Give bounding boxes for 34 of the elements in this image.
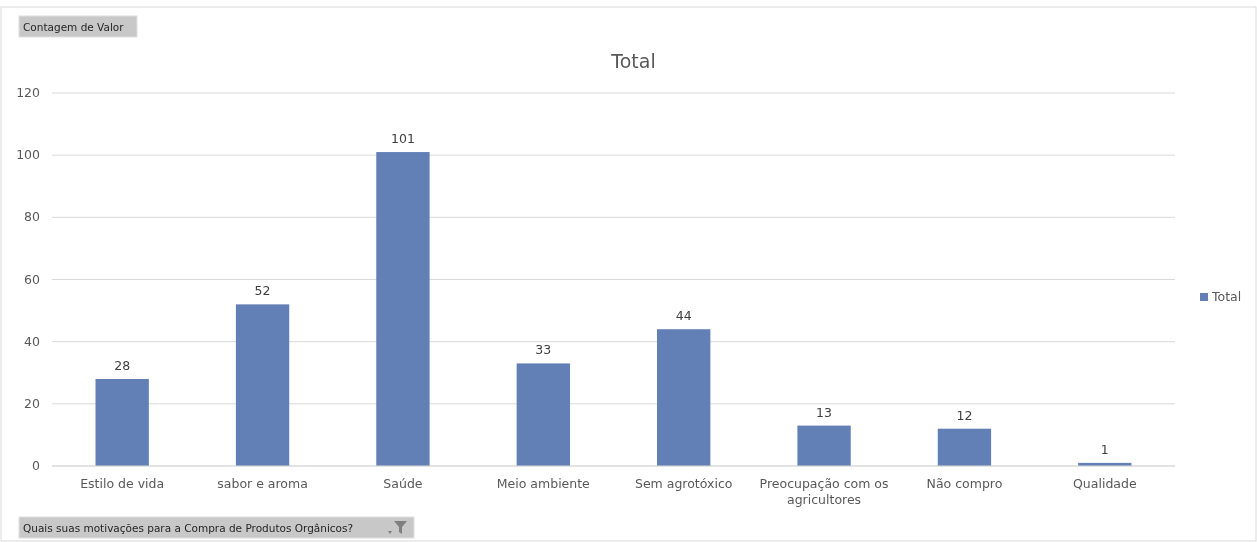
bar: [376, 152, 430, 466]
bar: [937, 428, 992, 466]
data-label: 28: [114, 357, 131, 373]
x-tick-label: Estilo de vida: [80, 476, 165, 491]
bar: [797, 425, 851, 466]
x-tick-label: Qualidade: [1073, 476, 1137, 491]
y-tick-label: 60: [24, 271, 41, 287]
bar: [235, 304, 290, 466]
y-tick-label: 0: [32, 458, 41, 473]
y-tick-label: 120: [16, 85, 41, 100]
bar: [516, 363, 570, 466]
bar: [95, 378, 149, 466]
data-label: 44: [675, 308, 692, 324]
text: Quais suas motivações para a Compra de Produtos Orgânicos?: [23, 522, 354, 534]
y-tick-label: 20: [24, 395, 41, 411]
data-label: 101: [391, 131, 415, 147]
data-label: 33: [535, 342, 552, 358]
x-tick-label: Preocupação com os agricultores: [759, 476, 889, 507]
legend-label: Total: [1211, 289, 1242, 304]
text: Contagem de Valor: [23, 21, 125, 33]
x-tick-label: Saúde: [383, 476, 423, 491]
y-tick-label: 80: [24, 209, 41, 225]
chart-title: Total: [610, 50, 656, 72]
x-tick-label: Não compro: [926, 476, 1003, 491]
x-tick-label: sabor e aroma: [217, 476, 308, 491]
data-label: 1: [1100, 441, 1109, 457]
data-label: 52: [254, 283, 271, 299]
x-tick-label: Sem agrotóxico: [634, 476, 733, 491]
data-label: 12: [956, 407, 973, 423]
bar: [657, 329, 711, 466]
y-tick-label: 40: [24, 333, 41, 349]
data-label: 13: [816, 404, 833, 420]
x-tick-label: Meio ambiente: [496, 476, 591, 491]
y-tick-label: 100: [16, 147, 41, 163]
